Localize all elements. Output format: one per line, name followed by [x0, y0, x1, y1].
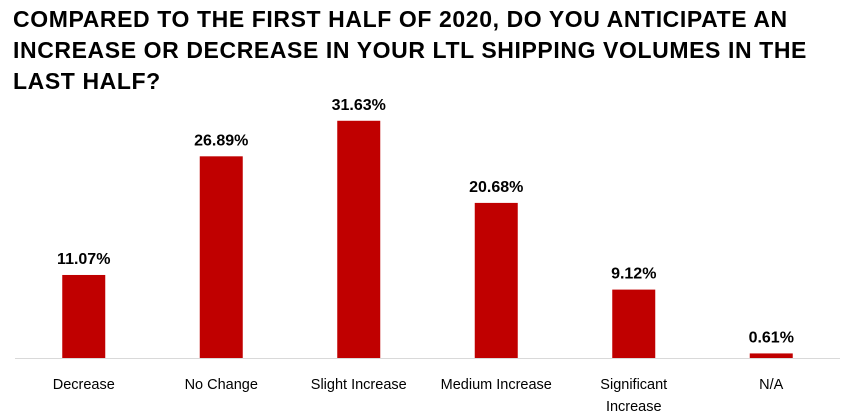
- x-tick-label: Decrease: [53, 377, 115, 393]
- data-label: 26.89%: [194, 132, 248, 149]
- bar: [337, 120, 381, 359]
- data-label: 20.68%: [469, 179, 523, 196]
- bar: [474, 202, 518, 358]
- chart-title: COMPARED TO THE FIRST HALF OF 2020, DO Y…: [13, 6, 807, 94]
- data-label: 31.63%: [332, 97, 386, 114]
- plot-area: 11.07% Decrease 26.89% No Change 31.63% Sligh…: [15, 97, 840, 415]
- x-tick-label: No Change: [185, 377, 258, 393]
- bar: [612, 289, 656, 358]
- x-tick-label: N/A: [759, 377, 784, 393]
- x-tick-label: Significant Increase: [600, 377, 667, 415]
- bar: [62, 274, 106, 358]
- x-tick-label: Slight Increase: [311, 377, 407, 393]
- bar: [749, 353, 793, 358]
- data-label: 9.12%: [611, 266, 656, 283]
- data-label: 0.61%: [749, 329, 794, 346]
- bar: [199, 156, 243, 358]
- x-tick-label: Medium Increase: [441, 377, 552, 393]
- data-label: 11.07%: [57, 251, 110, 268]
